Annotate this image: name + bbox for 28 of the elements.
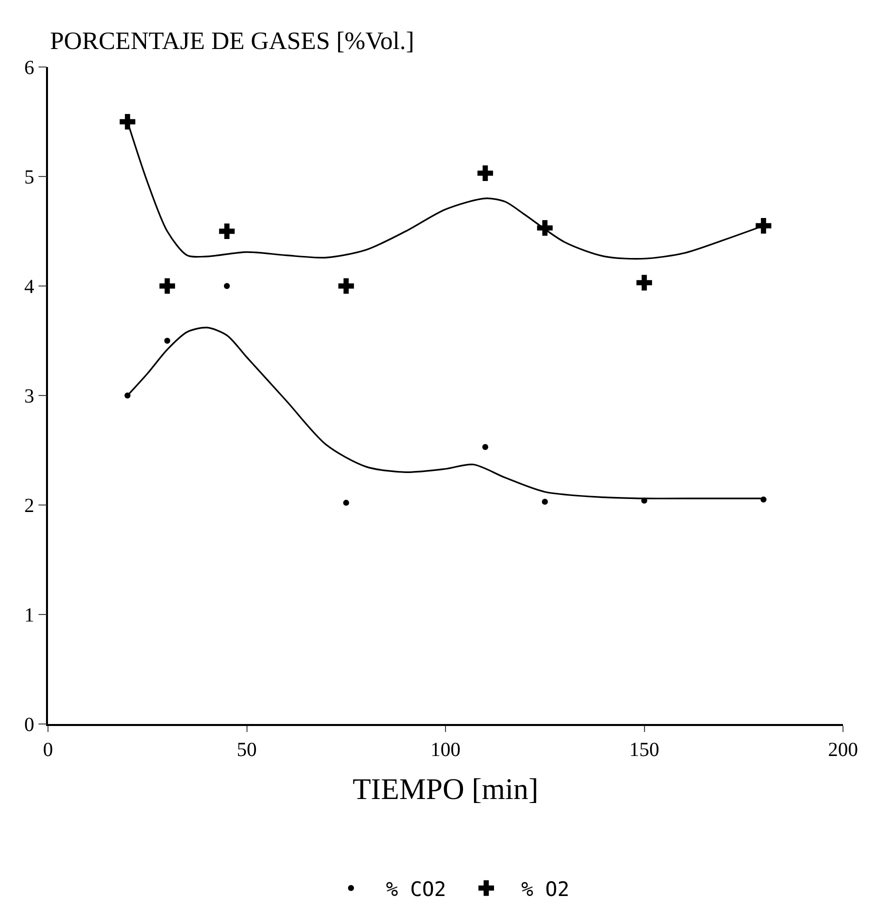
x-tick-label: 0 [43,738,53,761]
y-tick-label: 5 [24,166,34,188]
x-tick-label: 50 [236,738,257,761]
point [219,223,235,240]
x-axis-title: TIEMPO [min] [352,772,538,806]
x-tick-label: 200 [828,738,858,761]
point [338,278,354,294]
point [224,283,230,289]
point [542,498,548,505]
y-tick-label: 4 [24,276,34,298]
point [482,444,488,450]
y-tick-label: 3 [24,386,34,408]
legend-label: % O2 [521,876,570,901]
y-tick-label: 6 [24,57,34,79]
y-tick-label: 1 [24,604,34,626]
x-tick-label: 100 [430,738,460,761]
point [477,165,494,182]
point [636,274,652,291]
y-tick-label: 2 [24,495,34,517]
x-tick-label: 150 [629,738,660,761]
point [164,338,170,344]
y-tick-label: 0 [24,714,34,736]
point [756,218,772,234]
legend-label: % CO2 [386,876,446,901]
point [120,114,136,130]
point [343,500,350,506]
y-axis-title: PORCENTAJE DE GASES [%Vol.] [50,28,414,55]
point [159,278,176,294]
